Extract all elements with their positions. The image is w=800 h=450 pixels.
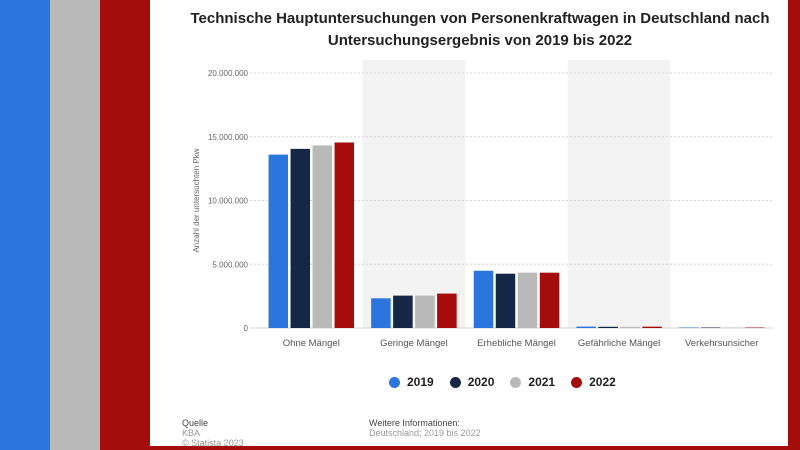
legend-item[interactable]: 2019 — [389, 375, 434, 389]
red-border-bottom — [150, 446, 800, 450]
y-tick-label: 15.000.000 — [208, 133, 249, 142]
bar — [473, 270, 494, 328]
bar — [495, 273, 516, 328]
bar — [598, 326, 618, 328]
legend-marker — [449, 376, 461, 388]
y-tick-label: 5.000.000 — [212, 260, 248, 269]
y-tick-label: 20.000.000 — [208, 69, 249, 78]
legend-item[interactable]: 2020 — [449, 375, 495, 389]
y-tick-label: 10.000.000 — [208, 197, 249, 206]
x-tick-label: Verkehrsunsicher — [685, 338, 758, 349]
legend-label: 2022 — [589, 375, 616, 389]
chart-card — [150, 0, 788, 446]
legend-label: 2021 — [528, 375, 556, 389]
chart-title: Technische Hauptuntersuchungen von Perso… — [190, 10, 770, 49]
legend-marker — [510, 376, 522, 388]
bar — [700, 327, 721, 328]
bar — [334, 142, 355, 328]
bar — [437, 293, 457, 328]
y-tick-label: 0 — [244, 324, 249, 333]
category-band — [362, 60, 466, 328]
source-heading: Quelle — [182, 418, 209, 428]
x-tick-label: Geringe Mängel — [380, 338, 448, 349]
gray-stripe — [50, 0, 100, 450]
bar — [268, 154, 289, 328]
legend-marker — [389, 376, 400, 388]
bar — [539, 272, 560, 328]
bar — [290, 148, 311, 328]
info-text: Deutschland; 2019 bis 2022 — [369, 428, 481, 438]
red-stripe — [100, 0, 150, 450]
bar — [393, 295, 413, 328]
legend-marker — [571, 376, 583, 388]
legend-item[interactable]: 2021 — [510, 375, 555, 389]
bar — [312, 145, 333, 328]
category-band — [567, 60, 671, 328]
x-tick-label: Erhebliche Mängel — [477, 338, 556, 349]
bar — [415, 295, 435, 328]
legend: 2019 2020 2021 2022 — [389, 375, 616, 389]
bar — [371, 298, 391, 328]
blue-stripe — [0, 0, 50, 450]
chart-plot: 0 5.000.000 10.000.000 15.000.000 20.000.000… — [192, 60, 773, 349]
x-tick-label: Gefährliche Mängel — [578, 338, 660, 349]
info-block: Weitere Informationen: Deutschland; 2019… — [369, 418, 481, 438]
legend-label: 2020 — [467, 375, 495, 389]
bar — [517, 272, 538, 328]
info-heading: Weitere Informationen: — [369, 418, 460, 428]
source-block: Quelle KBA © Statista 2023 — [182, 418, 244, 448]
copyright: © Statista 2023 — [182, 438, 244, 448]
bar — [678, 327, 699, 328]
bar — [576, 326, 596, 328]
bar — [722, 327, 743, 328]
legend-label: 2019 — [407, 375, 434, 389]
bar — [620, 326, 640, 328]
bar — [642, 326, 662, 328]
red-border-right — [788, 0, 800, 450]
x-tick-label: Ohne Mängel — [283, 338, 340, 349]
legend-item[interactable]: 2022 — [571, 375, 616, 389]
y-axis-label: Anzahl der untersuchten Pkw — [192, 148, 201, 252]
source-name: KBA — [182, 428, 201, 438]
bar — [744, 327, 765, 328]
